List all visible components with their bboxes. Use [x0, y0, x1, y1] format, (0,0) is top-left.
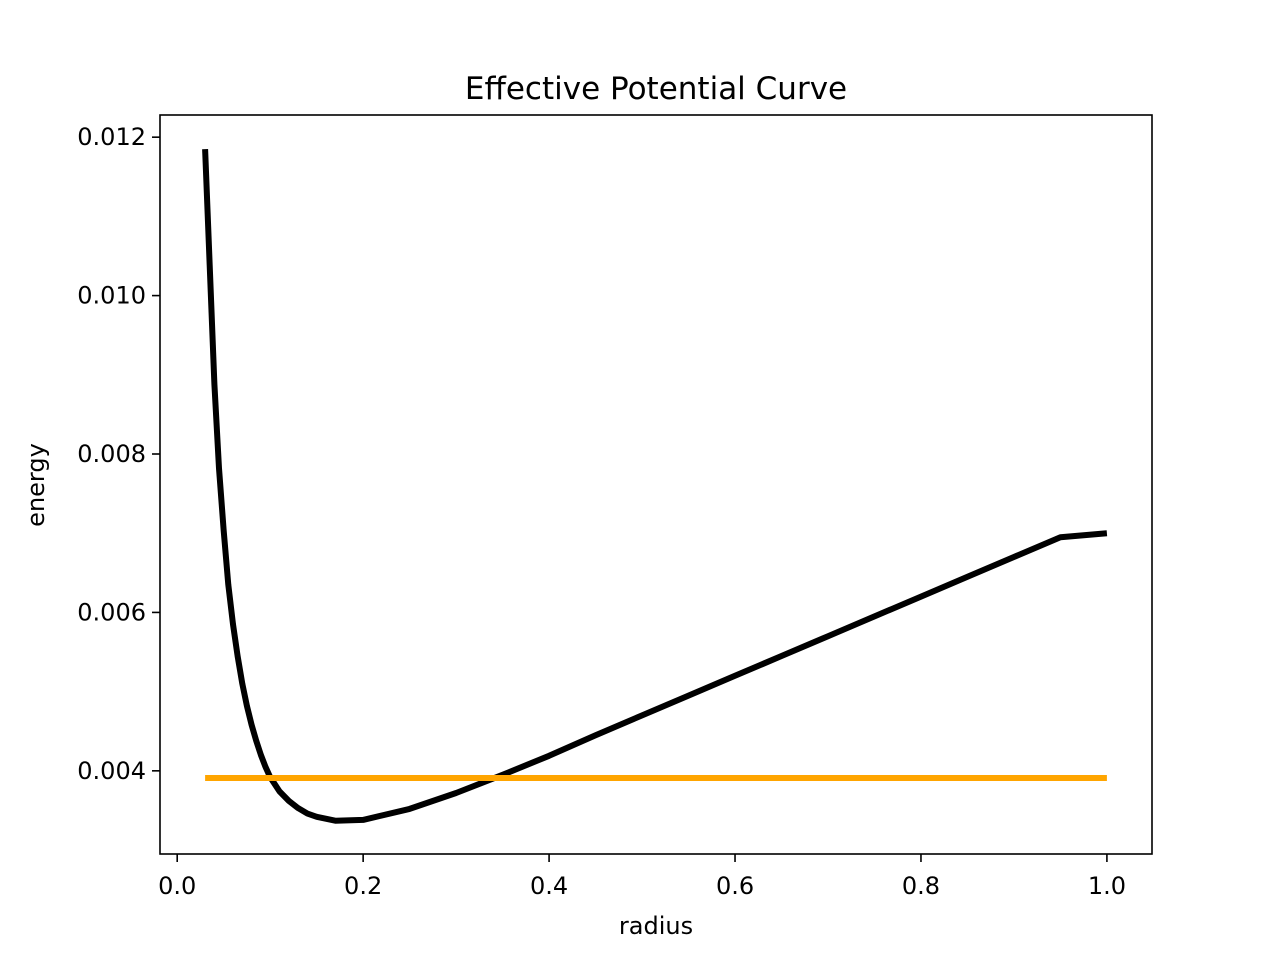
x-tick-label: 0.4 — [530, 872, 568, 900]
y-tick-label: 0.008 — [77, 440, 146, 468]
y-axis-label: energy — [22, 443, 50, 527]
x-tick-label: 1.0 — [1088, 872, 1126, 900]
x-tick-label: 0.2 — [344, 872, 382, 900]
y-tick-label: 0.012 — [77, 123, 146, 151]
y-tick-label: 0.004 — [77, 757, 146, 785]
x-tick-label: 0.8 — [902, 872, 940, 900]
y-tick-label: 0.006 — [77, 598, 146, 626]
plot-frame — [159, 114, 1153, 855]
x-tick-label: 0.0 — [158, 872, 196, 900]
x-tick-label: 0.6 — [716, 872, 754, 900]
x-axis-label: radius — [619, 912, 693, 940]
series-line-1 — [202, 148, 1108, 824]
x-axis: 0.0 0.2 0.4 0.6 0.8 1.0 — [158, 854, 1126, 900]
series-layer — [202, 148, 1108, 824]
y-tick-label: 0.010 — [77, 282, 146, 310]
chart-title: Effective Potential Curve — [465, 71, 847, 107]
y-axis: 0.004 0.006 0.008 0.010 0.012 — [77, 123, 160, 785]
